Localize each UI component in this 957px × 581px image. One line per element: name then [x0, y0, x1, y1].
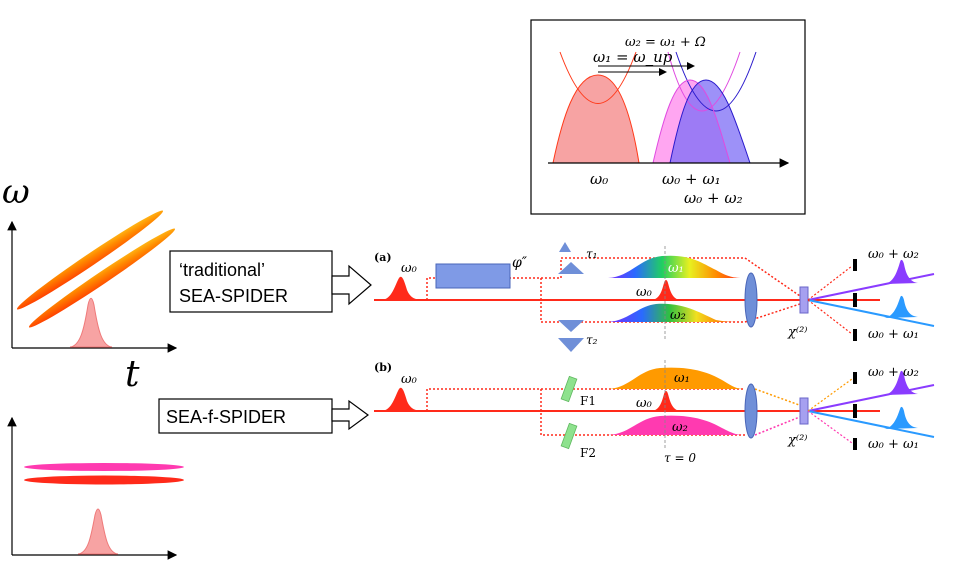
filtered-pulse-pink	[24, 463, 184, 471]
delay-prism-1	[558, 262, 584, 274]
filter1-label: F1	[580, 394, 596, 408]
callout-traditional-line1: ‘traditional’	[179, 260, 265, 280]
nonlinear-crystal-b	[799, 397, 809, 425]
beam-block-a1	[853, 259, 857, 271]
output-pulse-w2-b	[884, 370, 918, 395]
inset-label-w0-w1: ω₀ + ω₁	[662, 170, 721, 188]
setup-a: (a) ω₀ φ″ τ₁ τ₂ ω₁ ω₂ ω₀ χ⁽²⁾	[374, 242, 935, 352]
filtered-pulse-2	[608, 415, 744, 435]
phase-curve-w2	[675, 51, 757, 112]
callout-f-spider-label: SEA-f-SPIDER	[166, 407, 286, 427]
output-beam-w1-a	[807, 299, 935, 327]
center-label-a: ω₀	[636, 285, 653, 300]
input-label-a: ω₀	[401, 261, 418, 276]
panel-label-a: (a)	[374, 251, 392, 264]
focusing-lens-a	[744, 272, 758, 328]
pulse2-label-b: ω₂	[672, 420, 688, 435]
output-pulse-w2-a	[884, 259, 918, 284]
spectrum-w0-w2	[670, 80, 750, 163]
out-top-label-b: ω₀ + ω₂	[868, 365, 919, 380]
delay-prism-1-top	[559, 242, 571, 252]
callout-arrow-b	[331, 399, 370, 431]
chirped-pulse-1	[16, 210, 164, 310]
out-top-label-a: ω₀ + ω₂	[868, 247, 919, 262]
chirped-pulse-plot: ω t	[2, 172, 178, 395]
output-beam-w2-b	[807, 384, 935, 412]
filtered-pulse-1	[608, 367, 744, 389]
inset-label-w0: ω₀	[590, 170, 608, 188]
tau1-label: τ₁	[586, 247, 597, 261]
out-bottom-label-a: ω₀ + ω₁	[868, 327, 919, 342]
delay-prism-2	[558, 320, 584, 332]
stretched-pulse-2	[608, 303, 744, 322]
beam-block-a2	[853, 293, 857, 307]
dispersive-element	[435, 263, 511, 289]
spectrum-w0	[553, 75, 639, 163]
dispersion-label: φ″	[512, 255, 528, 271]
input-pulse-b	[382, 387, 424, 411]
inset-arrow-label: ω₁ = ω_up	[593, 48, 673, 66]
filter2-label: F2	[580, 446, 596, 460]
tau2-label: τ₂	[586, 333, 598, 347]
output-pulse-w1-a	[884, 295, 918, 318]
callout-arrow-a	[331, 264, 372, 306]
y-axis-label: ω	[2, 172, 30, 212]
center-label-b: ω₀	[636, 396, 653, 411]
filtered-pulse-red	[24, 475, 184, 485]
tau-zero-label: τ = 0	[664, 451, 696, 465]
temporal-intensity-peak	[69, 297, 113, 348]
filtered-pulse-plot	[7, 416, 184, 560]
probe-pulse-a	[652, 280, 680, 300]
focusing-lens-b	[744, 383, 758, 439]
filter-f2	[560, 422, 578, 450]
inset-label-w0-w2: ω₀ + ω₂	[684, 189, 743, 207]
stretched-pulse-1	[608, 255, 744, 278]
chirped-pulse-2	[28, 228, 176, 328]
pulse1-label-a: ω₁	[668, 261, 684, 276]
callout-f-spider: SEA-f-SPIDER	[158, 398, 370, 434]
beam-block-b3	[853, 438, 857, 450]
probe-pulse-b	[652, 391, 680, 411]
crystal-label-b: χ⁽²⁾	[787, 433, 807, 448]
input-pulse-a	[382, 276, 424, 300]
temporal-intensity-peak-b	[77, 508, 119, 555]
filter-f1	[560, 375, 578, 403]
pulse2-label-a: ω₂	[670, 308, 686, 323]
callout-traditional: ‘traditional’ SEA-SPIDER	[169, 250, 372, 313]
pulse1-label-b: ω₁	[674, 371, 690, 386]
beam-block-b2	[853, 404, 857, 418]
phase-curve-w1	[667, 51, 741, 112]
phase-curve-w0	[559, 51, 637, 104]
delay-prism-2-bottom	[558, 338, 584, 352]
crystal-label-a: χ⁽²⁾	[787, 325, 807, 340]
beam-block-b1	[853, 372, 857, 384]
callout-traditional-line2: SEA-SPIDER	[179, 286, 288, 306]
frequency-inset: ω₂ = ω₁ + Ω ω₁ = ω_up ω₀ ω₀ + ω₁ ω₀ + ω₂	[530, 19, 806, 215]
out-bottom-label-b: ω₀ + ω₁	[868, 437, 919, 452]
output-beam-w2-a	[807, 273, 935, 301]
beam-block-a3	[853, 329, 857, 341]
upper-path-a	[426, 257, 801, 300]
output-pulse-w1-b	[884, 406, 918, 429]
setup-b: (b) ω₀ F1 F2 ω₁ ω₂ ω₀ τ = 0 χ⁽²⁾ ω₀ + ω	[374, 360, 935, 465]
output-beam-w1-b	[807, 410, 935, 438]
nonlinear-crystal-a	[799, 286, 809, 314]
x-axis-label: t	[125, 354, 140, 395]
panel-label-b: (b)	[374, 361, 392, 374]
inset-top-label: ω₂ = ω₁ + Ω	[625, 35, 706, 50]
input-label-b: ω₀	[401, 372, 418, 387]
